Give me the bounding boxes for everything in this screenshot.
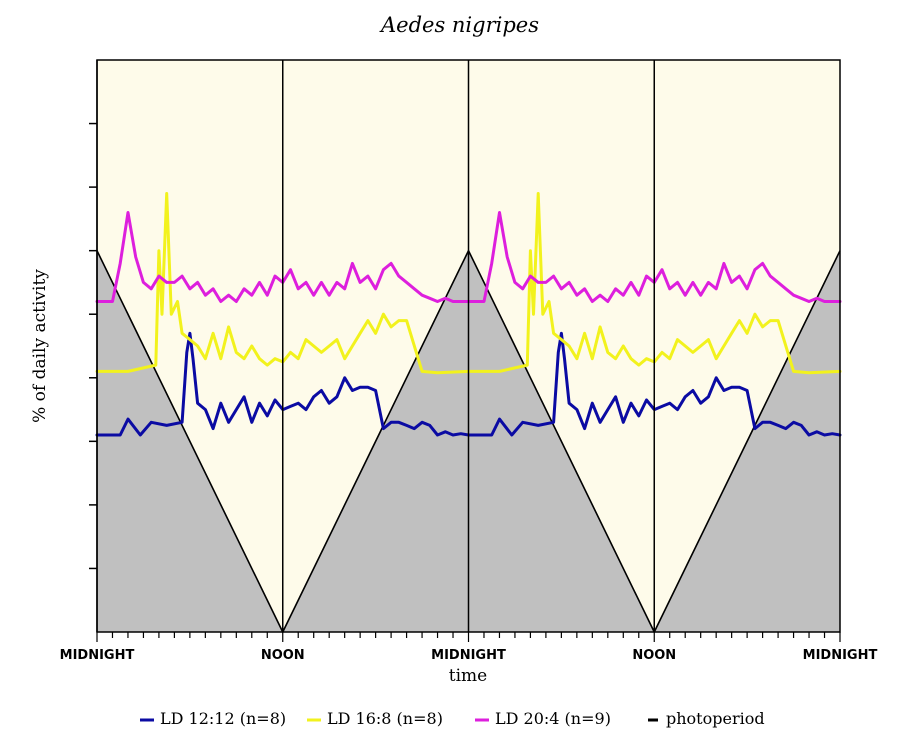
x-tick-labels: MIDNIGHT NOON MIDNIGHT NOON MIDNIGHT	[60, 648, 878, 663]
x-tick-label: MIDNIGHT	[60, 648, 135, 663]
x-tick-label: MIDNIGHT	[803, 648, 878, 663]
chart-title: Aedes nigripes	[379, 13, 539, 37]
legend-label: LD 12:12 (n=8)	[160, 709, 286, 728]
x-tick-label: MIDNIGHT	[431, 648, 506, 663]
y-axis-label: % of daily activity	[30, 269, 50, 423]
legend-label: LD 16:8 (n=8)	[327, 709, 443, 728]
y-tick-marks	[89, 122, 97, 570]
legend: LD 12:12 (n=8) LD 16:8 (n=8) LD 20:4 (n=9)…	[140, 709, 765, 728]
legend-label: photoperiod	[666, 709, 765, 728]
legend-item: LD 16:8 (n=8)	[307, 709, 443, 728]
x-axis-label: time	[449, 666, 487, 686]
x-tick-marks	[96, 632, 841, 642]
x-tick-label: NOON	[261, 648, 305, 663]
x-tick-label: NOON	[632, 648, 676, 663]
legend-item: LD 20:4 (n=9)	[475, 709, 611, 728]
legend-label: LD 20:4 (n=9)	[495, 709, 611, 728]
legend-item: LD 12:12 (n=8)	[140, 709, 286, 728]
legend-item: photoperiod	[648, 709, 765, 728]
